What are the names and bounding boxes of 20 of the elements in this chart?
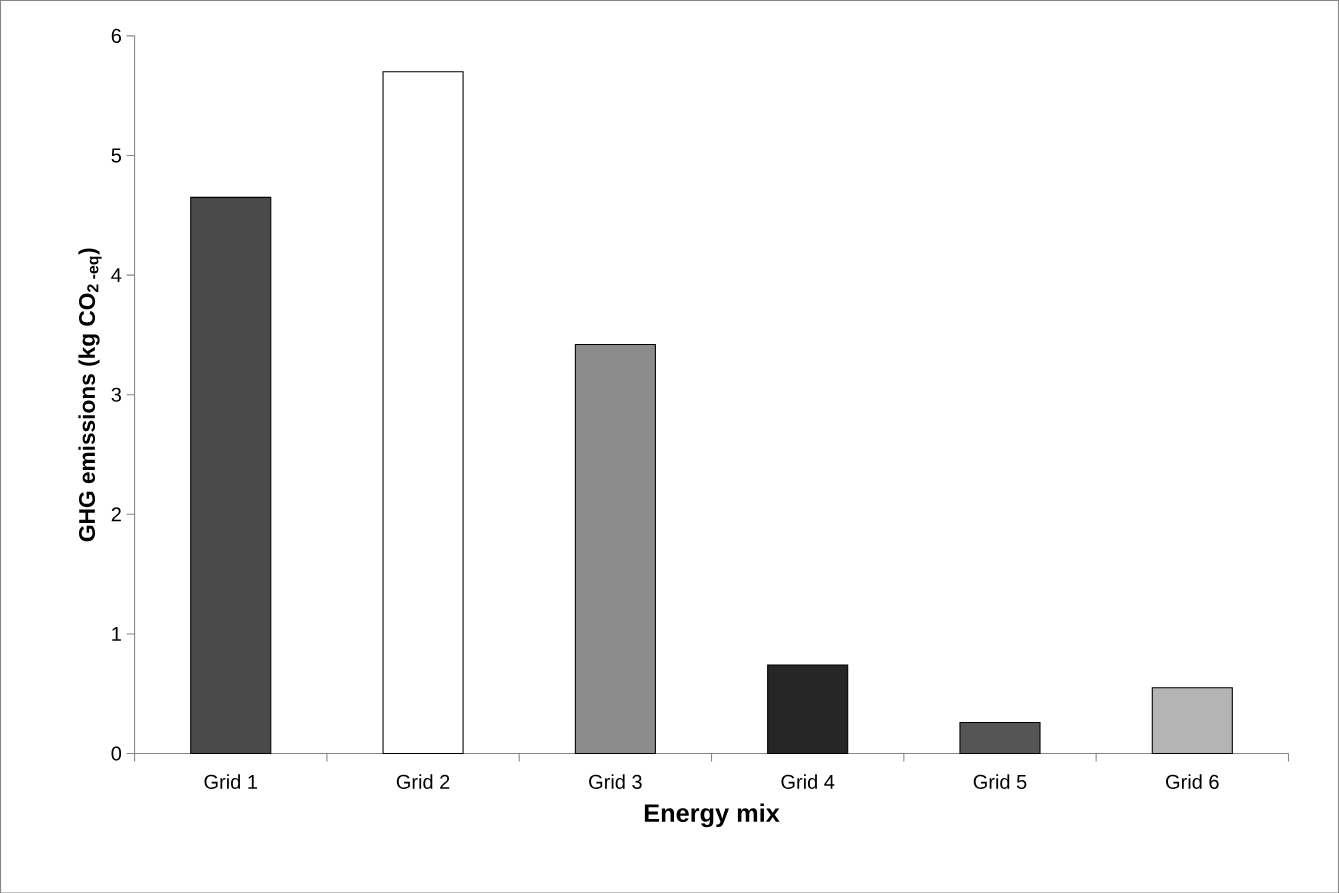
y-tick-label: 3	[111, 387, 121, 402]
y-tick-label: 2	[111, 507, 121, 522]
y-tick-label: 1	[112, 626, 121, 641]
x-tick-label: Grid 1	[204, 774, 257, 789]
x-tick-label: Grid 3	[589, 774, 642, 789]
x-axis-title: Energy mix	[644, 803, 780, 827]
x-tick-label: Grid 2	[396, 774, 450, 789]
x-tick-label: Grid 4	[781, 774, 835, 789]
bar	[382, 70, 464, 754]
bar	[1151, 686, 1233, 754]
x-tick-label: Grid 6	[1166, 774, 1219, 789]
y-tick-label: 6	[111, 28, 121, 43]
y-tick-label: 5	[111, 148, 122, 163]
y-axis-title: GHG emissions (kg CO$_{2 -eq}$)	[78, 248, 102, 541]
bar	[959, 721, 1041, 754]
bar	[767, 664, 849, 754]
y-tick-label: 4	[111, 267, 122, 282]
y-tick-label: 0	[111, 746, 122, 761]
bar	[190, 196, 272, 754]
x-tick-label: Grid 5	[973, 774, 1027, 789]
